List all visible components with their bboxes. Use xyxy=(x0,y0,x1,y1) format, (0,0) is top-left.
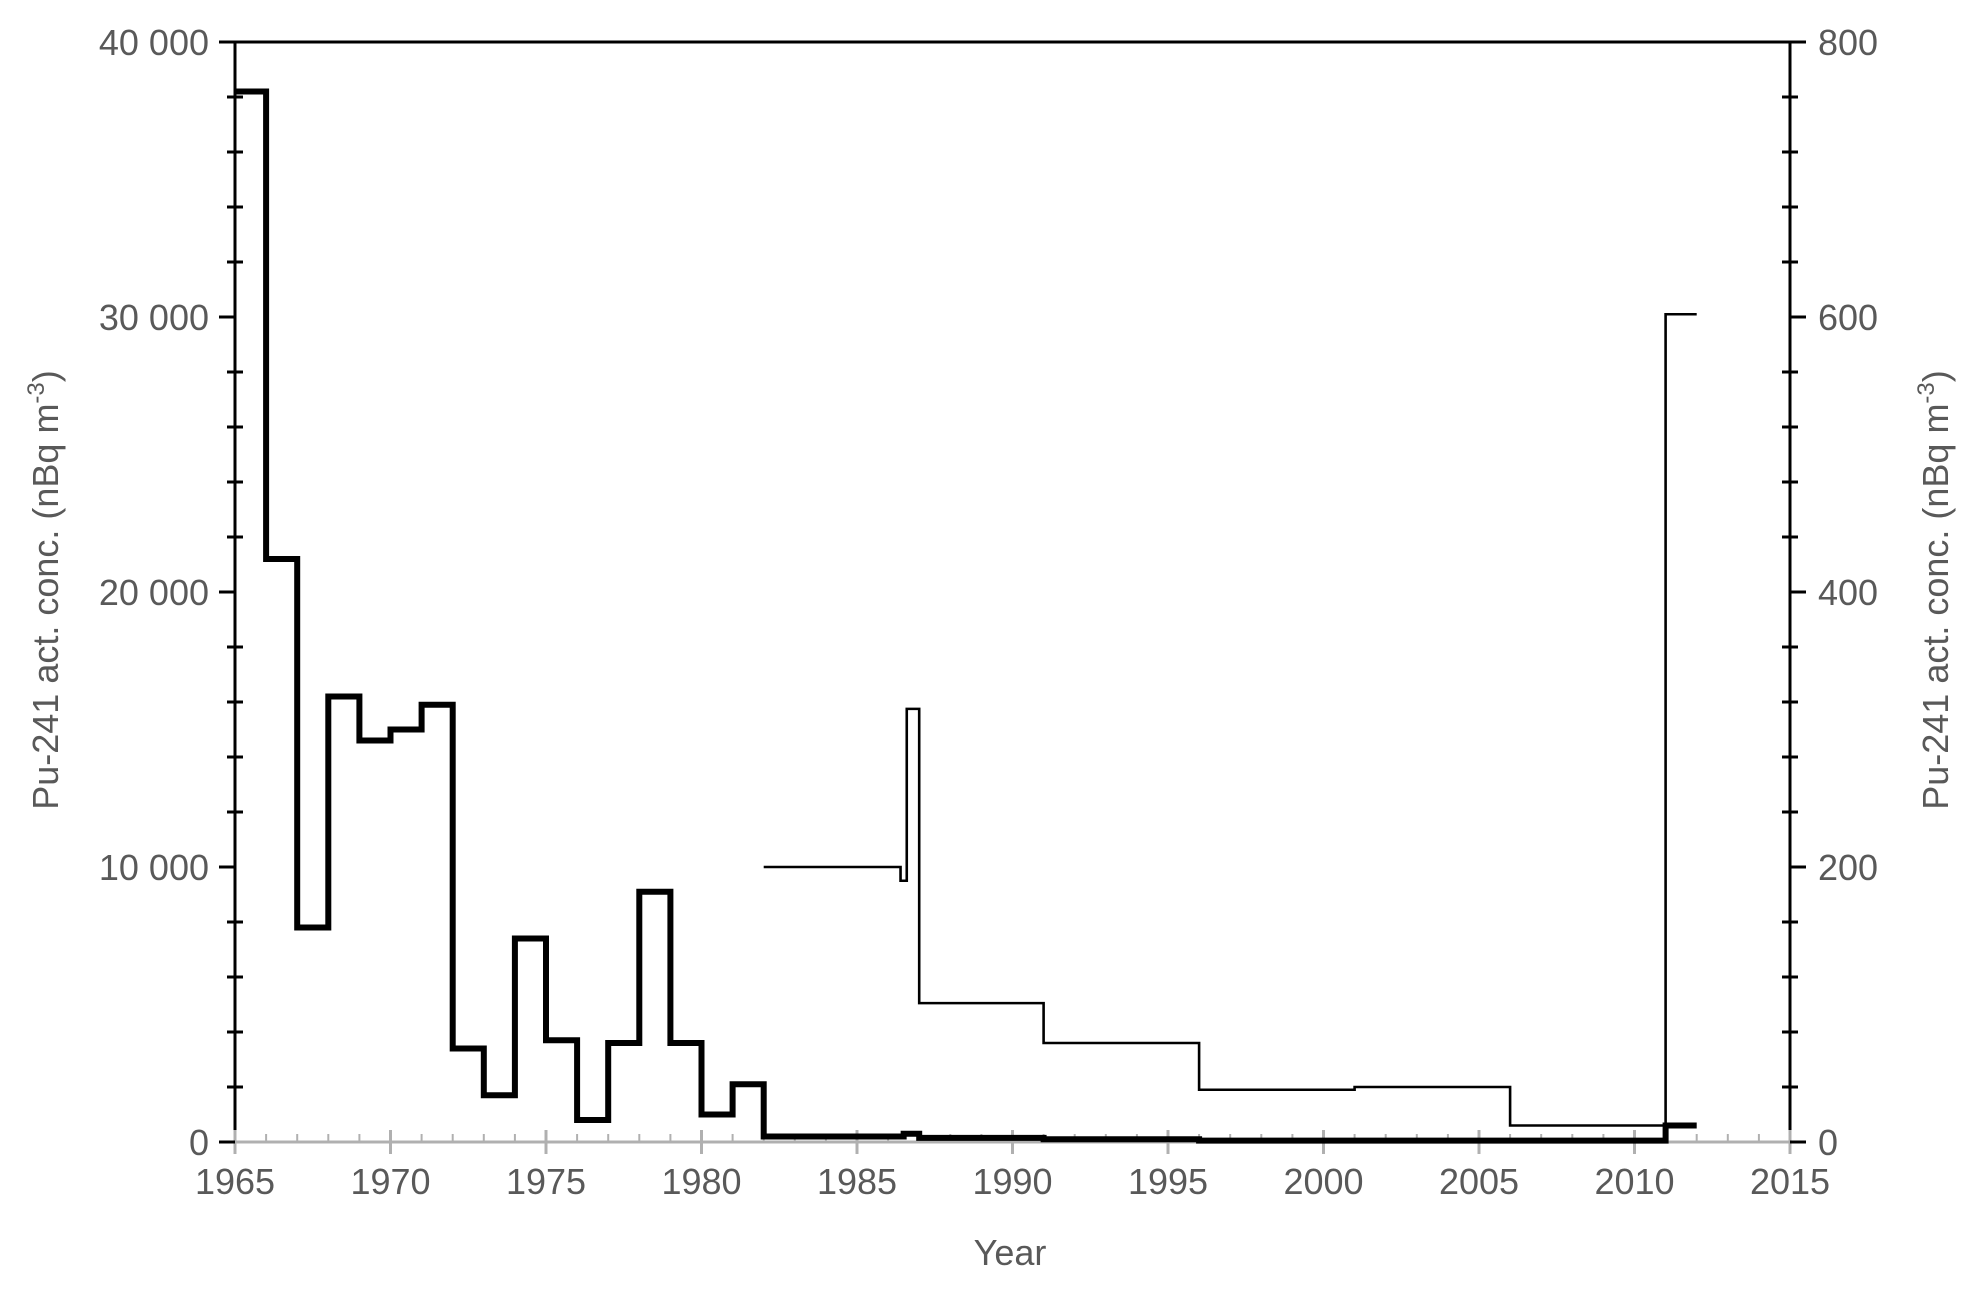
series-line-right-axis xyxy=(763,312,1697,1127)
y-right-tick-label: 400 xyxy=(1818,572,1878,613)
x-tick-label: 2000 xyxy=(1283,1161,1363,1202)
series-line-left-axis xyxy=(235,88,1697,1144)
y-left-tick-label: 30 000 xyxy=(99,297,209,338)
series-layer xyxy=(235,88,1697,1144)
x-tick-label: 1980 xyxy=(661,1161,741,1202)
y-left-axis-title-main: Pu-241 act. conc. (nBq m xyxy=(25,404,66,810)
y-right-axis-title-sup: -3 xyxy=(1913,382,1940,403)
y-right-axis-title: Pu-241 act. conc. (nBq m-3) xyxy=(1913,370,1956,810)
tick-marks xyxy=(219,40,1806,1154)
y-right-tick-label: 800 xyxy=(1818,22,1878,63)
x-tick-label: 1995 xyxy=(1128,1161,1208,1202)
y-left-axis-title-end: ) xyxy=(25,370,66,382)
y-left-axis-title-sup: -3 xyxy=(23,382,50,403)
x-tick-label: 2010 xyxy=(1594,1161,1674,1202)
y-right-tick-label: 600 xyxy=(1818,297,1878,338)
y-left-tick-label: 0 xyxy=(189,1122,209,1163)
y-right-tick-label: 200 xyxy=(1818,847,1878,888)
tick-labels: 1965 1970 1975 1980 1985 1990 1995 2000 2005 2010… xyxy=(99,22,1878,1202)
x-tick-label: 1985 xyxy=(817,1161,897,1202)
x-tick-label: 2015 xyxy=(1750,1161,1830,1202)
y-right-tick-label: 0 xyxy=(1818,1122,1838,1163)
y-right-axis-title-main: Pu-241 act. conc. (nBq m xyxy=(1915,404,1956,810)
y-left-tick-label: 10 000 xyxy=(99,847,209,888)
x-axis-title: Year xyxy=(974,1232,1047,1273)
x-tick-label: 1975 xyxy=(506,1161,586,1202)
y-left-tick-label: 20 000 xyxy=(99,572,209,613)
x-tick-label: 1965 xyxy=(195,1161,275,1202)
x-tick-label: 1990 xyxy=(972,1161,1052,1202)
y-left-axis-title: Pu-241 act. conc. (nBq m-3) xyxy=(23,370,66,810)
y-right-axis-title-end: ) xyxy=(1915,370,1956,382)
plot-frame xyxy=(233,40,1792,1144)
y-left-tick-label: 40 000 xyxy=(99,22,209,63)
x-tick-label: 1970 xyxy=(350,1161,430,1202)
x-tick-label: 2005 xyxy=(1439,1161,1519,1202)
